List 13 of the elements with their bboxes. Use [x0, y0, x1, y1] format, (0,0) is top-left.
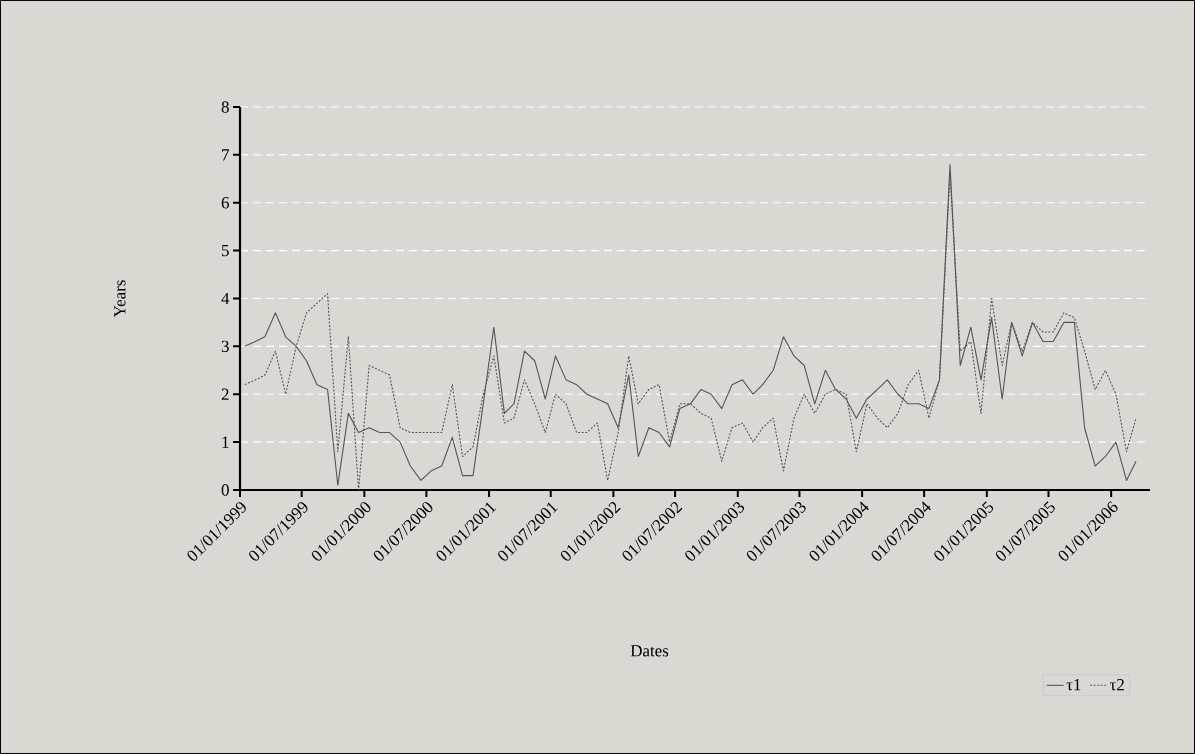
y-tick-label: 2: [221, 388, 229, 400]
y-tick-label: 1: [222, 436, 229, 448]
y-tick-label: 6: [221, 197, 229, 209]
y-tick-label: 3: [221, 340, 229, 353]
y-tick-label: 5: [222, 244, 229, 257]
legend-label: τ1: [1066, 678, 1081, 691]
y-tick-label: 4: [221, 292, 230, 305]
y-axis-title: Years: [114, 280, 126, 318]
y-tick-label: 8: [221, 101, 229, 113]
y-tick-label: 0: [221, 484, 229, 496]
y-tick-label: 7: [222, 149, 229, 161]
x-axis-title: Dates: [630, 645, 669, 657]
legend-label: τ2: [1109, 678, 1124, 691]
